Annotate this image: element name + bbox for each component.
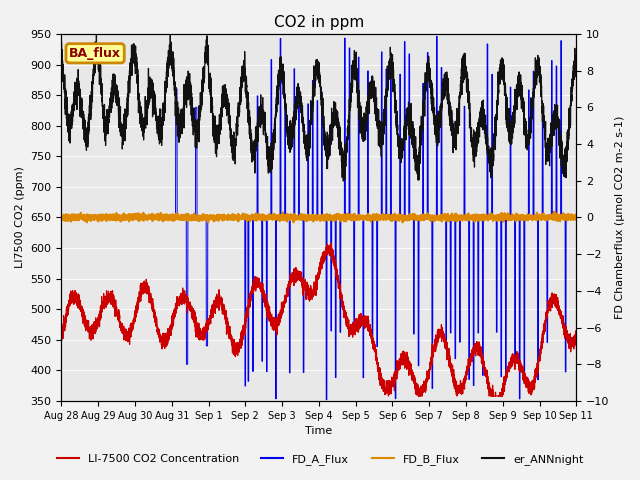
Legend: LI-7500 CO2 Concentration, FD_A_Flux, FD_B_Flux, er_ANNnight: LI-7500 CO2 Concentration, FD_A_Flux, FD… bbox=[52, 450, 588, 469]
Y-axis label: LI7500 CO2 (ppm): LI7500 CO2 (ppm) bbox=[15, 167, 25, 268]
Y-axis label: FD Chamberflux (μmol CO2 m-2 s-1): FD Chamberflux (μmol CO2 m-2 s-1) bbox=[615, 116, 625, 319]
Text: BA_flux: BA_flux bbox=[69, 47, 121, 60]
X-axis label: Time: Time bbox=[305, 426, 333, 436]
Title: CO2 in ppm: CO2 in ppm bbox=[274, 15, 364, 30]
